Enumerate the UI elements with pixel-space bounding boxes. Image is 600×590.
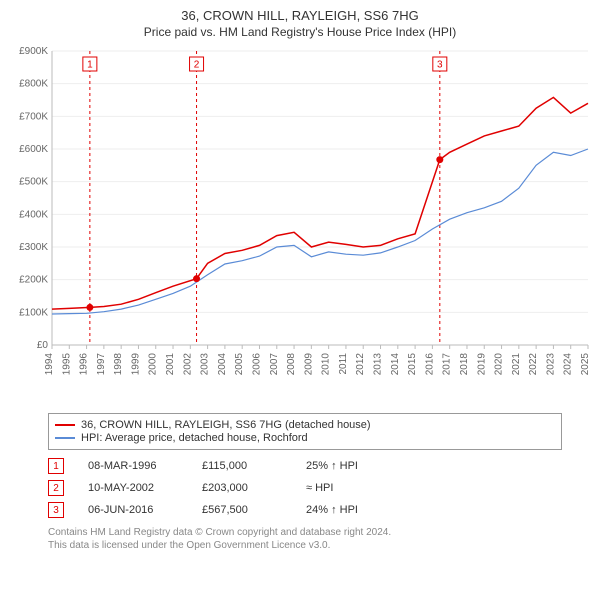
transaction-hpi: 24% ↑ HPI	[306, 504, 386, 516]
transaction-row: 1 08-MAR-1996 £115,000 25% ↑ HPI	[48, 458, 592, 474]
svg-text:2006: 2006	[251, 353, 262, 376]
svg-text:2022: 2022	[528, 353, 539, 376]
footnote-line: This data is licensed under the Open Gov…	[48, 539, 592, 552]
svg-text:1996: 1996	[79, 353, 90, 376]
svg-text:£400K: £400K	[19, 209, 48, 220]
svg-text:£600K: £600K	[19, 144, 48, 155]
svg-text:2: 2	[194, 60, 200, 71]
legend-item: HPI: Average price, detached house, Roch…	[55, 432, 555, 444]
svg-text:1995: 1995	[61, 353, 72, 376]
svg-text:2021: 2021	[511, 353, 522, 376]
svg-text:2010: 2010	[321, 353, 332, 376]
svg-text:£100K: £100K	[19, 307, 48, 318]
transaction-price: £115,000	[202, 460, 282, 472]
svg-text:2014: 2014	[390, 353, 401, 376]
svg-text:£200K: £200K	[19, 275, 48, 286]
transactions-table: 1 08-MAR-1996 £115,000 25% ↑ HPI 2 10-MAY-200…	[48, 458, 592, 518]
svg-text:£0: £0	[37, 340, 49, 351]
legend-swatch	[55, 424, 75, 426]
legend-swatch	[55, 437, 75, 439]
svg-text:2017: 2017	[442, 353, 453, 376]
transaction-row: 2 10-MAY-2002 £203,000 ≈ HPI	[48, 480, 592, 496]
svg-text:2007: 2007	[269, 353, 280, 376]
transaction-date: 10-MAY-2002	[88, 482, 178, 494]
svg-text:2003: 2003	[200, 353, 211, 376]
legend-label: 36, CROWN HILL, RAYLEIGH, SS6 7HG (detac…	[81, 419, 371, 431]
svg-text:£800K: £800K	[19, 79, 48, 90]
svg-text:1998: 1998	[113, 353, 124, 376]
svg-text:2025: 2025	[580, 353, 591, 376]
footnote: Contains HM Land Registry data © Crown c…	[48, 526, 592, 552]
legend-label: HPI: Average price, detached house, Roch…	[81, 432, 308, 444]
chart-title: 36, CROWN HILL, RAYLEIGH, SS6 7HG	[8, 8, 592, 23]
chart-area: £0 £100K £200K £300K £400K £500K £600K £700K £80…	[8, 45, 592, 405]
transaction-row: 3 06-JUN-2016 £567,500 24% ↑ HPI	[48, 502, 592, 518]
svg-text:2001: 2001	[165, 353, 176, 376]
svg-text:1999: 1999	[130, 353, 141, 376]
transaction-price: £203,000	[202, 482, 282, 494]
transaction-hpi: 25% ↑ HPI	[306, 460, 386, 472]
svg-text:2018: 2018	[459, 353, 470, 376]
transaction-hpi: ≈ HPI	[306, 482, 386, 494]
svg-text:2016: 2016	[424, 353, 435, 376]
svg-text:3: 3	[437, 60, 443, 71]
svg-text:2019: 2019	[476, 353, 487, 376]
svg-text:£900K: £900K	[19, 46, 48, 57]
svg-text:2004: 2004	[217, 353, 228, 376]
svg-text:2002: 2002	[182, 353, 193, 376]
svg-text:£700K: £700K	[19, 111, 48, 122]
chart-legend: 36, CROWN HILL, RAYLEIGH, SS6 7HG (detac…	[48, 413, 562, 450]
svg-text:2024: 2024	[563, 353, 574, 376]
svg-text:£500K: £500K	[19, 177, 48, 188]
svg-text:1994: 1994	[44, 353, 55, 376]
svg-text:2012: 2012	[355, 353, 366, 376]
svg-text:2023: 2023	[545, 353, 556, 376]
footnote-line: Contains HM Land Registry data © Crown c…	[48, 526, 592, 539]
price-chart: £0 £100K £200K £300K £400K £500K £600K £700K £80…	[8, 45, 592, 405]
svg-text:2009: 2009	[303, 353, 314, 376]
chart-subtitle: Price paid vs. HM Land Registry's House …	[8, 25, 592, 39]
svg-text:2011: 2011	[338, 353, 349, 375]
svg-text:2005: 2005	[234, 353, 245, 376]
svg-text:1: 1	[87, 60, 93, 71]
svg-text:2008: 2008	[286, 353, 297, 376]
transaction-marker: 2	[48, 480, 64, 496]
svg-text:2000: 2000	[148, 353, 159, 376]
legend-item: 36, CROWN HILL, RAYLEIGH, SS6 7HG (detac…	[55, 419, 555, 431]
svg-text:1997: 1997	[96, 353, 107, 376]
svg-text:£300K: £300K	[19, 242, 48, 253]
transaction-price: £567,500	[202, 504, 282, 516]
transaction-marker: 3	[48, 502, 64, 518]
svg-text:2020: 2020	[494, 353, 505, 376]
transaction-date: 06-JUN-2016	[88, 504, 178, 516]
transaction-date: 08-MAR-1996	[88, 460, 178, 472]
transaction-marker: 1	[48, 458, 64, 474]
svg-text:2013: 2013	[373, 353, 384, 376]
svg-text:2015: 2015	[407, 353, 418, 376]
